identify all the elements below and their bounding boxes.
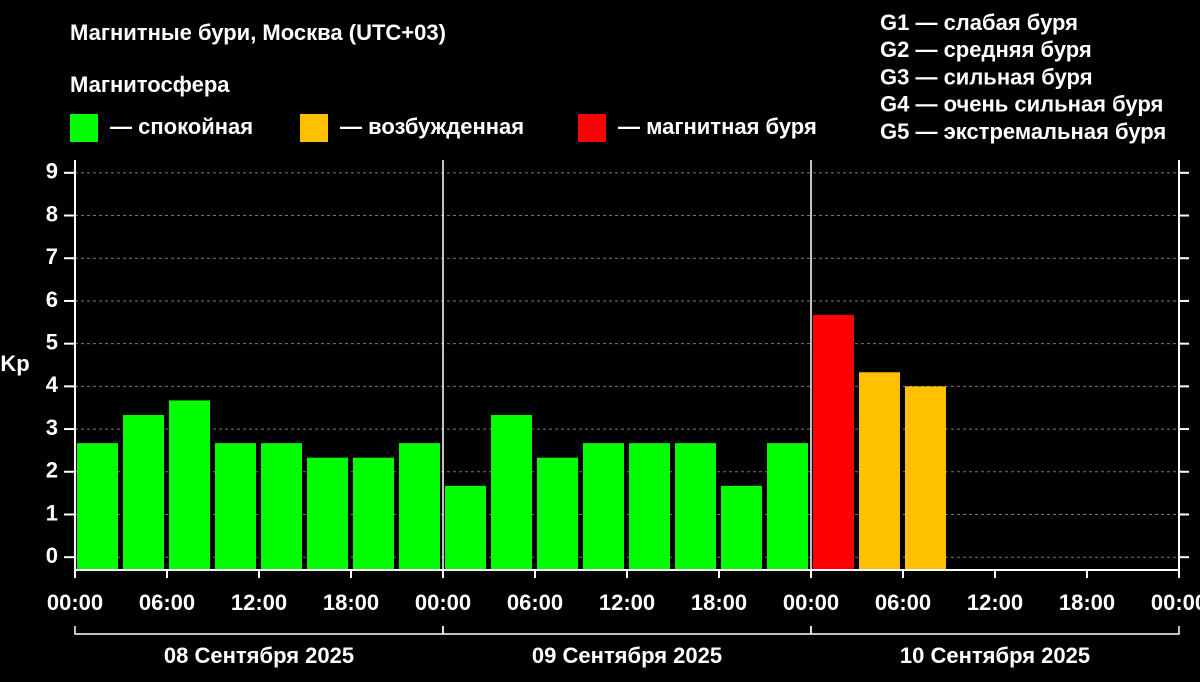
bar <box>77 443 118 570</box>
legend-swatch <box>300 114 328 142</box>
x-tick-label: 18:00 <box>1059 590 1115 615</box>
x-tick-label: 06:00 <box>139 590 195 615</box>
bar <box>353 457 394 570</box>
bar <box>261 443 302 570</box>
legend-swatch <box>578 114 606 142</box>
storm-scale-item: G5 — экстремальная буря <box>880 119 1166 144</box>
bar <box>491 414 532 570</box>
y-tick-label: 7 <box>46 244 58 269</box>
day-label: 09 Сентября 2025 <box>532 643 722 668</box>
bar <box>445 485 486 570</box>
y-tick-label: 4 <box>46 372 59 397</box>
y-axis-label: Kp <box>0 351 29 376</box>
x-tick-label: 12:00 <box>599 590 655 615</box>
bar <box>721 485 762 570</box>
bar <box>859 372 900 570</box>
day-label: 08 Сентября 2025 <box>164 643 354 668</box>
storm-scale-item: G1 — слабая буря <box>880 10 1078 35</box>
legend-label: — магнитная буря <box>618 114 817 139</box>
chart-title: Магнитные бури, Москва (UTC+03) <box>70 20 446 45</box>
storm-scale-item: G2 — средняя буря <box>880 37 1092 62</box>
x-tick-label: 00:00 <box>415 590 471 615</box>
x-tick-label: 00:00 <box>783 590 839 615</box>
bar <box>307 457 348 570</box>
legend-swatch <box>70 114 98 142</box>
y-tick-label: 9 <box>46 159 58 184</box>
x-tick-label: 12:00 <box>231 590 287 615</box>
y-tick-label: 0 <box>46 543 58 568</box>
bar <box>399 443 440 570</box>
bar <box>675 443 716 570</box>
x-tick-label: 06:00 <box>875 590 931 615</box>
x-tick-label: 12:00 <box>967 590 1023 615</box>
y-tick-label: 3 <box>46 415 58 440</box>
bar <box>905 386 946 570</box>
y-tick-label: 2 <box>46 458 58 483</box>
x-tick-label: 06:00 <box>507 590 563 615</box>
storm-scale-item: G4 — очень сильная буря <box>880 92 1163 117</box>
bar <box>629 443 670 570</box>
y-tick-label: 5 <box>46 329 58 354</box>
bar <box>583 443 624 570</box>
bar <box>215 443 256 570</box>
x-tick-label: 18:00 <box>691 590 747 615</box>
y-tick-label: 6 <box>46 287 58 312</box>
bar <box>169 400 210 570</box>
y-tick-label: 1 <box>46 500 58 525</box>
x-tick-label: 00:00 <box>47 590 103 615</box>
bar <box>813 315 854 570</box>
x-tick-label: 18:00 <box>323 590 379 615</box>
legend-label: — спокойная <box>110 114 253 139</box>
bar <box>123 414 164 570</box>
legend-label: — возбужденная <box>340 114 524 139</box>
bar <box>537 457 578 570</box>
storm-scale-item: G3 — сильная буря <box>880 64 1093 89</box>
x-tick-label: 00:00 <box>1151 590 1200 615</box>
day-label: 10 Сентября 2025 <box>900 643 1090 668</box>
day-bracket <box>810 626 1180 635</box>
bar <box>767 443 808 570</box>
legend-title: Магнитосфера <box>70 72 230 97</box>
y-tick-label: 8 <box>46 201 58 226</box>
